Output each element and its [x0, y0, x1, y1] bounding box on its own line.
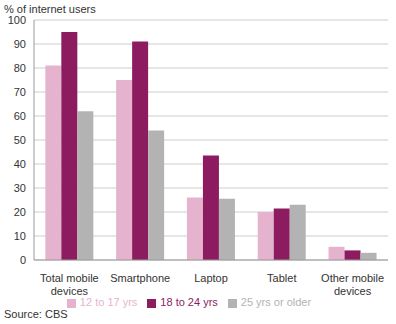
- svg-text:40: 40: [14, 158, 26, 170]
- svg-text:Tablet: Tablet: [267, 272, 296, 284]
- svg-text:Laptop: Laptop: [194, 272, 228, 284]
- svg-text:60: 60: [14, 110, 26, 122]
- svg-text:20: 20: [14, 206, 26, 218]
- html-text:12 to 17 yrs: 12 to 17 yrs: [79, 296, 138, 308]
- svg-text:Other mobiledevices: Other mobiledevices: [321, 272, 384, 297]
- svg-text:10: 10: [14, 230, 26, 242]
- svg-text:Smartphone: Smartphone: [110, 272, 170, 284]
- svg-text:90: 90: [14, 38, 26, 50]
- svg-text:50: 50: [14, 134, 26, 146]
- html-text:% of internet users: % of internet users: [4, 3, 96, 15]
- svg-text:100: 100: [8, 14, 26, 26]
- html-text:25 yrs or older: 25 yrs or older: [240, 296, 312, 308]
- html-text:18 to 24 yrs: 18 to 24 yrs: [160, 296, 218, 308]
- html-text:Source: CBS: Source: CBS: [4, 308, 68, 320]
- svg-text:80: 80: [14, 62, 26, 74]
- svg-text:30: 30: [14, 182, 26, 194]
- svg-text:70: 70: [14, 86, 26, 98]
- svg-text:Total mobiledevices: Total mobiledevices: [40, 272, 99, 297]
- svg-text:0: 0: [20, 254, 26, 266]
